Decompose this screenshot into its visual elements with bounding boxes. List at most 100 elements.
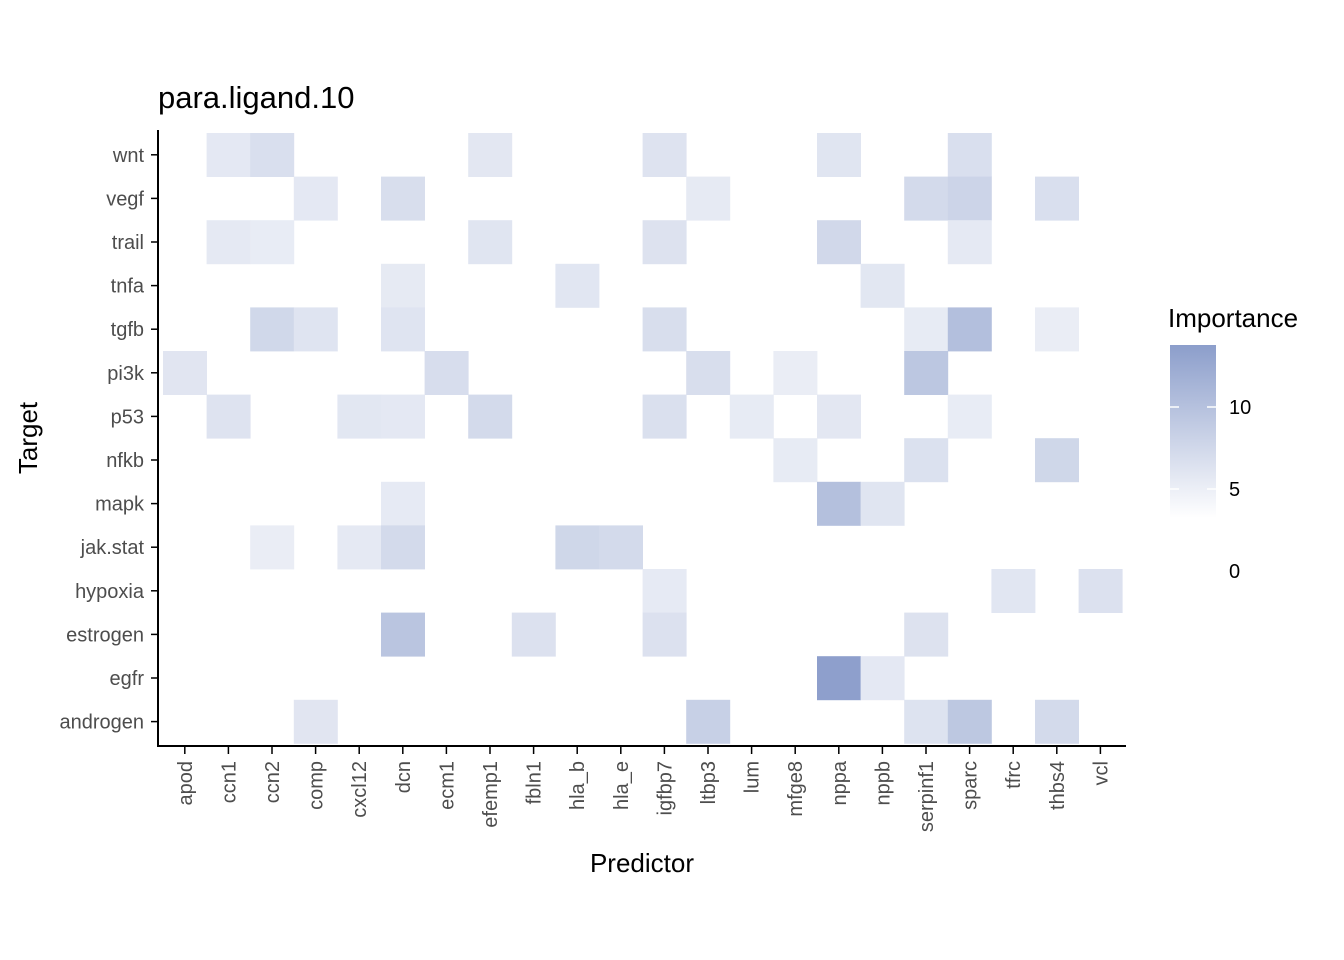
heatmap-cell xyxy=(381,176,425,221)
heatmap-cell xyxy=(642,394,687,439)
legend: Importance 0 5 10 xyxy=(1168,303,1298,583)
heatmap-cell xyxy=(947,699,992,744)
heatmap-cell xyxy=(1078,569,1123,613)
heatmap-cell xyxy=(773,351,818,395)
x-tick-label: dcn xyxy=(393,761,415,793)
heatmap-cell xyxy=(293,176,338,221)
heatmap-cell xyxy=(729,394,774,439)
heatmap-cell xyxy=(381,263,425,308)
heatmap-cell xyxy=(991,569,1036,613)
heatmap-cell xyxy=(250,307,295,352)
heatmap-cell xyxy=(947,394,992,439)
heatmap-cell xyxy=(686,351,731,395)
x-tick-label: ccn2 xyxy=(262,761,284,803)
heatmap-cell xyxy=(1035,699,1079,744)
heatmap-cell xyxy=(642,220,687,265)
heatmap-cell xyxy=(860,656,905,701)
heatmap-cell xyxy=(686,176,731,221)
heatmap-cell xyxy=(904,438,949,483)
heatmap-cell xyxy=(381,307,425,352)
y-tick-label: trail xyxy=(112,232,144,254)
x-tick-label: nppa xyxy=(829,760,851,805)
y-tick-label: jak.stat xyxy=(80,537,145,559)
heatmap-cell xyxy=(947,220,992,265)
x-tick-label: vcl xyxy=(1090,761,1112,785)
heatmap-cell xyxy=(642,307,687,352)
chart-title: para.ligand.10 xyxy=(158,80,355,115)
legend-colorbar xyxy=(1170,345,1216,518)
x-tick-label: lum xyxy=(742,761,764,793)
heatmap-cell xyxy=(686,699,731,744)
x-tick-label: ltbp3 xyxy=(698,761,720,804)
legend-tick-label: 5 xyxy=(1229,479,1240,501)
heatmap-cell xyxy=(206,220,251,265)
heatmap-cell xyxy=(381,612,425,657)
heatmap-cell xyxy=(642,569,687,613)
heatmap-cell xyxy=(250,220,295,265)
y-tick-label: p53 xyxy=(111,406,144,428)
heatmap-cell xyxy=(947,133,992,177)
heatmap-cell xyxy=(860,481,905,526)
x-tick-label: comp xyxy=(306,761,328,810)
x-tick-label: mfge8 xyxy=(785,761,807,817)
x-tick-label: ecm1 xyxy=(436,761,458,810)
x-tick-label: igfbp7 xyxy=(654,761,676,816)
heatmap-cell xyxy=(904,176,949,221)
y-tick-label: tnfa xyxy=(111,276,145,298)
heatmap-cell xyxy=(947,176,992,221)
heatmap-cell xyxy=(1035,176,1079,221)
heatmap-cell xyxy=(381,525,425,570)
heatmap-cell xyxy=(468,133,513,177)
heatmap-cell xyxy=(163,351,207,395)
heatmap-cell xyxy=(511,612,556,657)
legend-tick-label: 0 xyxy=(1229,561,1240,583)
x-tick-label: tfrc xyxy=(1003,761,1025,789)
heatmap-cell xyxy=(337,394,382,439)
y-axis-title: Target xyxy=(13,401,43,474)
heatmap-cell xyxy=(817,481,861,526)
x-tick-label: hla_e xyxy=(611,761,633,810)
y-tick-label: wnt xyxy=(112,145,145,167)
heatmap-cell xyxy=(206,133,251,177)
heatmap-cell xyxy=(599,525,643,570)
heatmap-cell xyxy=(555,525,600,570)
x-tick-label: hla_b xyxy=(567,761,589,810)
heatmap-cell xyxy=(904,699,949,744)
x-tick-label: apod xyxy=(175,761,197,806)
heatmap-cell xyxy=(206,394,251,439)
legend-tick-label: 10 xyxy=(1229,397,1251,419)
heatmap-cell xyxy=(1035,438,1079,483)
heatmap-cell xyxy=(817,133,861,177)
y-tick-label: vegf xyxy=(106,188,144,210)
legend-ticks: 0 5 10 xyxy=(1170,397,1251,583)
heatmap-cell xyxy=(293,307,338,352)
heatmap-cell xyxy=(1035,307,1079,352)
x-ticks: apod ccn1 ccn2 comp cxcl12 dcn ecm1 efemp1 fbln1… xyxy=(175,747,1112,832)
heatmap-cells xyxy=(163,133,1123,744)
heatmap-cell xyxy=(642,612,687,657)
y-tick-label: androgen xyxy=(59,712,144,734)
legend-title: Importance xyxy=(1168,303,1298,333)
y-tick-label: nfkb xyxy=(106,450,144,472)
heatmap-cell xyxy=(468,220,513,265)
y-tick-label: estrogen xyxy=(66,624,144,646)
x-tick-label: efemp1 xyxy=(480,761,502,828)
x-tick-label: serpinf1 xyxy=(916,761,938,832)
heatmap-cell xyxy=(642,133,687,177)
heatmap-cell xyxy=(555,263,600,308)
heatmap-cell xyxy=(773,438,818,483)
y-ticks: wnt vegf trail tnfa tgfb pi3k p53 nfkb mapk jak.s… xyxy=(59,145,158,734)
heatmap-cell xyxy=(337,525,382,570)
y-tick-label: pi3k xyxy=(107,363,145,385)
heatmap-cell xyxy=(424,351,469,395)
y-tick-label: tgfb xyxy=(111,319,144,341)
x-tick-label: sparc xyxy=(960,761,982,810)
x-tick-label: thbs4 xyxy=(1047,761,1069,810)
heatmap-cell xyxy=(904,307,949,352)
heatmap-cell xyxy=(817,656,861,701)
y-tick-label: hypoxia xyxy=(75,581,145,603)
heatmap-cell xyxy=(250,133,295,177)
heatmap-cell xyxy=(381,394,425,439)
y-tick-label: egfr xyxy=(110,668,145,690)
